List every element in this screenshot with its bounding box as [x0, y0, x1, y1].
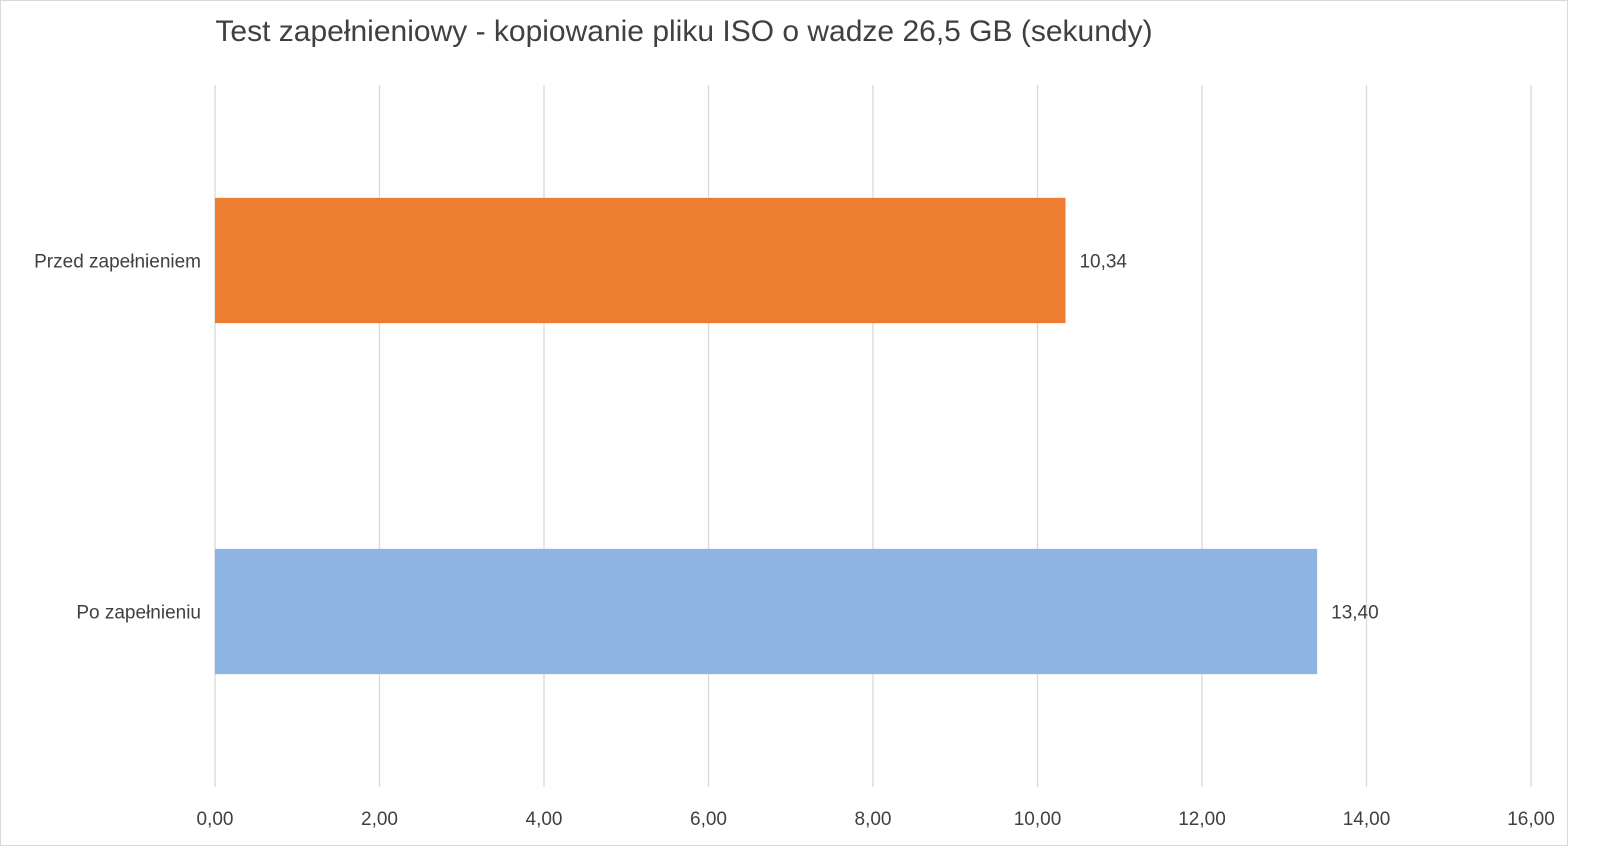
chart-frame: Test zapełnieniowy - kopiowanie pliku IS… — [0, 0, 1568, 846]
data-label: 13,40 — [1331, 603, 1379, 624]
bar — [215, 197, 1066, 324]
x-tick-label: 0,00 — [197, 809, 234, 830]
x-tick-label: 4,00 — [526, 809, 563, 830]
data-label: 10,34 — [1079, 252, 1127, 273]
category-label: Po zapełnieniu — [76, 603, 201, 624]
x-tick-label: 8,00 — [855, 809, 892, 830]
x-tick-label: 10,00 — [1014, 809, 1062, 830]
x-tick-label: 2,00 — [361, 809, 398, 830]
chart-plot: 0,00 2,00 4,00 6,00 8,00 10,00 12,00 14,00 16,00… — [34, 85, 1555, 831]
bar — [215, 548, 1318, 675]
x-tick-label: 12,00 — [1178, 809, 1226, 830]
x-tick-label: 6,00 — [690, 809, 727, 830]
labels: 0,00 2,00 4,00 6,00 8,00 10,00 12,00 14,00 16,00… — [34, 252, 1555, 831]
gridlines — [214, 85, 1532, 787]
x-tick-label: 16,00 — [1507, 809, 1555, 830]
bars — [215, 197, 1318, 675]
x-tick-label: 14,00 — [1343, 809, 1391, 830]
chart-title: Test zapełnieniowy - kopiowanie pliku IS… — [215, 15, 1153, 48]
category-label: Przed zapełnieniem — [34, 252, 201, 273]
